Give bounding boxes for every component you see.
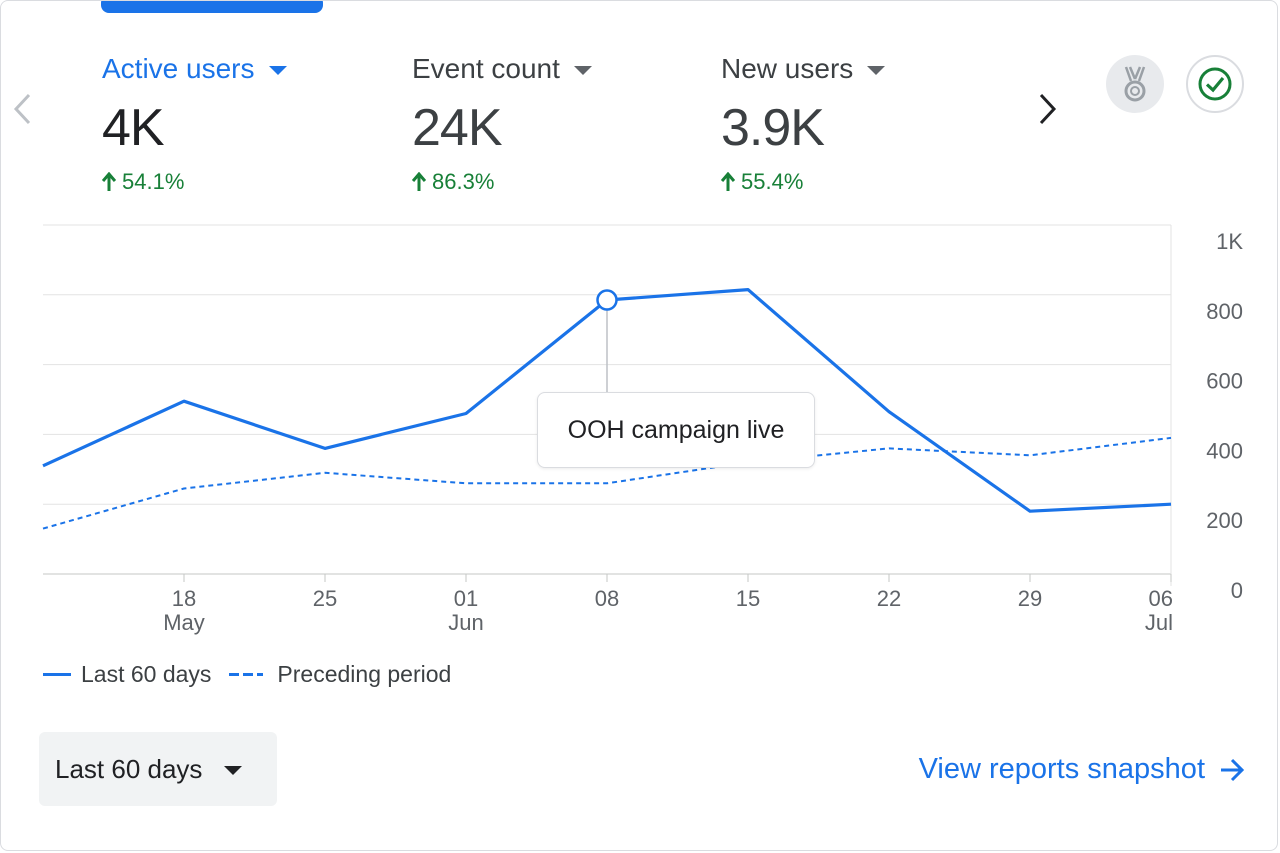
x-tick-label: 06 (1149, 586, 1173, 611)
annotation-label[interactable]: OOH campaign live (537, 392, 815, 468)
caret-down-icon (224, 765, 243, 775)
metric-label: Active users (102, 53, 255, 84)
annotation-point (596, 289, 618, 311)
y-tick-label: 400 (1206, 438, 1243, 463)
y-tick-label: 200 (1206, 508, 1243, 533)
x-tick-label: 29 (1018, 586, 1042, 611)
metric-change: 55.4% (721, 169, 885, 195)
legend-item-preceding-period: Preceding period (229, 661, 451, 688)
metric-label-wrap: Event count (412, 53, 592, 85)
x-tick-month-label: Jul (1145, 610, 1173, 635)
legend-label: Preceding period (277, 661, 452, 687)
legend-label: Last 60 days (81, 661, 212, 687)
arrow-right-icon (1221, 758, 1245, 781)
metric-change: 86.3% (412, 169, 592, 195)
x-tick-label: 08 (595, 586, 619, 611)
active-tab-indicator (101, 1, 323, 13)
metric-label: New users (721, 53, 854, 84)
arrow-up-icon (102, 172, 116, 191)
caret-down-icon (573, 65, 592, 75)
medal-icon[interactable] (1106, 55, 1164, 113)
y-tick-label: 1K (1216, 229, 1243, 254)
metric-label-wrap: New users (721, 53, 886, 85)
series-preceding-period-line (42, 436, 1172, 530)
x-tick-label: 25 (313, 586, 337, 611)
date-range-dropdown[interactable]: Last 60 days (39, 732, 277, 806)
chart-legend: Last 60 days Preceding period (43, 661, 469, 688)
y-tick-label: 800 (1206, 299, 1243, 324)
metric-change-value: 86.3% (432, 169, 495, 194)
arrow-up-icon (721, 172, 735, 191)
view-reports-snapshot-link[interactable]: View reports snapshot (919, 753, 1245, 786)
x-tick-label: 15 (736, 586, 760, 611)
metric-value: 3.9K (721, 99, 825, 157)
legend-dashed-swatch (229, 673, 264, 676)
x-tick-month-label: Jun (448, 610, 483, 635)
x-tick-label: 01 (454, 586, 478, 611)
legend-item-last-60-days: Last 60 days (43, 661, 211, 688)
x-tick-month-label: May (163, 610, 205, 635)
metric-change-value: 54.1% (122, 169, 185, 194)
metric-change-value: 55.4% (741, 169, 804, 194)
metric-value: 4K (102, 99, 165, 157)
x-tick-label: 22 (877, 586, 901, 611)
metric-active-users[interactable]: Active users 4K 54.1% (102, 53, 287, 195)
y-tick-label: 0 (1231, 578, 1243, 603)
arrow-up-icon (412, 172, 426, 191)
caret-down-icon (268, 65, 287, 75)
metric-change: 54.1% (102, 169, 287, 195)
chevron-left-icon[interactable] (7, 89, 37, 129)
check-circle-icon[interactable] (1186, 55, 1244, 113)
metric-label: Event count (412, 53, 560, 84)
metric-value: 24K (412, 99, 503, 157)
snapshot-link-label: View reports snapshot (918, 753, 1205, 785)
legend-solid-swatch (43, 673, 71, 676)
date-range-label: Last 60 days (55, 753, 203, 784)
metric-event-count[interactable]: Event count 24K 86.3% (412, 53, 592, 195)
x-tick-label: 18 (172, 586, 196, 611)
y-tick-label: 600 (1206, 369, 1243, 394)
caret-down-icon (867, 65, 886, 75)
chevron-right-icon[interactable] (1029, 89, 1065, 129)
metric-label-wrap: Active users (102, 53, 287, 85)
metric-new-users[interactable]: New users 3.9K 55.4% (721, 53, 886, 195)
